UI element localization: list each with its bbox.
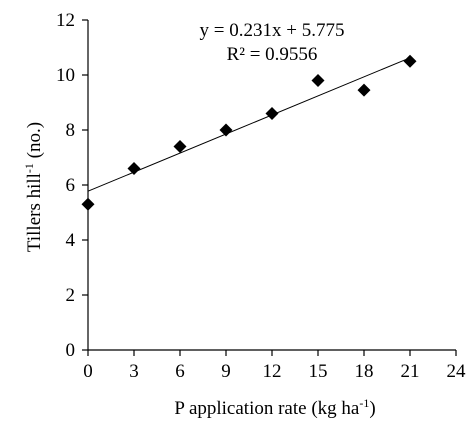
x-tick-label: 18 (355, 361, 374, 382)
y-axis-title-main: Tillers hill (24, 173, 45, 252)
y-tick-label: 6 (66, 175, 76, 196)
data-point (127, 162, 141, 175)
data-point (173, 140, 187, 153)
data-point (81, 197, 95, 211)
data-points (81, 54, 417, 211)
y-axis-title-sup: -1 (22, 163, 36, 173)
x-axis-title-end: ) (369, 398, 375, 419)
data-point (219, 123, 233, 137)
r-squared-label: R² = 0.9556 (227, 44, 318, 65)
x-tick-label: 0 (83, 361, 93, 382)
x-tick-label: 24 (447, 361, 467, 382)
x-axis-title: P application rate (kg ha-1) (174, 396, 375, 419)
data-point (403, 54, 417, 68)
y-tick-label: 2 (66, 285, 76, 306)
y-tick-label: 0 (66, 340, 76, 361)
x-tick-label: 15 (309, 361, 328, 382)
data-point (265, 107, 279, 120)
y-axis-title: Tillers hill-1 (no.) (22, 122, 45, 252)
axes (87, 20, 456, 351)
trendline-equation: y = 0.231x + 5.775 (200, 20, 345, 41)
data-point (311, 74, 325, 87)
trendline (87, 57, 411, 192)
x-tick-label: 21 (401, 361, 420, 382)
x-tick-label: 12 (263, 361, 282, 382)
x-tick-label: 9 (221, 361, 231, 382)
y-axis-title-end: (no.) (24, 122, 45, 163)
data-point (357, 83, 371, 97)
x-tick-label: 6 (175, 361, 185, 382)
x-tick-label: 3 (129, 361, 139, 382)
x-axis-title-main: P application rate (kg ha (174, 398, 360, 419)
y-tick-label: 12 (56, 10, 75, 31)
trendline-layer (87, 57, 411, 192)
y-tick-label: 10 (56, 65, 75, 86)
y-tick-label: 8 (66, 120, 76, 141)
x-axis-title-sup: -1 (359, 396, 369, 410)
y-tick-label: 4 (66, 230, 76, 251)
